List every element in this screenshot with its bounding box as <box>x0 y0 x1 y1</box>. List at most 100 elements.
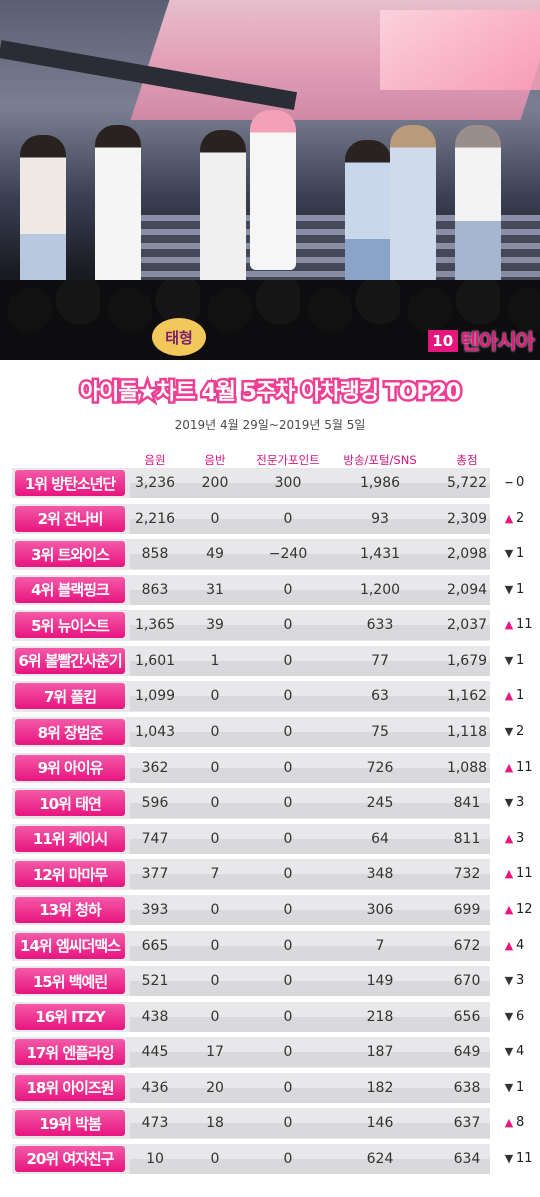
cell-total: 2,037 <box>446 617 488 634</box>
logo-mark: 10 <box>427 330 458 352</box>
cell-album: 0 <box>210 510 220 527</box>
cell-media: 306 <box>366 901 394 918</box>
rank-change: ▲ 3 <box>504 824 525 854</box>
arrow-down-icon: ▼ <box>504 547 514 561</box>
cell-expert: 0 <box>283 617 293 634</box>
performer <box>200 130 246 290</box>
cell-expert: 0 <box>283 688 293 705</box>
rank-change: ▲ 12 <box>504 895 533 925</box>
cell-album: 7 <box>210 866 220 883</box>
performer <box>95 125 141 285</box>
cell-album: 0 <box>210 830 220 847</box>
table-row: 19위 박봄 473 18 0 146 637 ▲ 8 <box>0 1108 540 1139</box>
rank-change: ▲ 11 <box>504 859 533 889</box>
cell-expert: 0 <box>283 1079 293 1096</box>
cell-media: 187 <box>366 1044 394 1061</box>
cell-total: 2,309 <box>446 510 488 527</box>
cell-media: 624 <box>366 1150 394 1167</box>
rank-change-value: 1 <box>516 546 525 562</box>
cell-media: 64 <box>371 830 389 847</box>
rank-change-value: 12 <box>516 901 533 917</box>
rank-change-value: 2 <box>516 724 525 740</box>
rank-change: ▼ 3 <box>504 966 525 996</box>
cell-expert: 0 <box>283 724 293 741</box>
cell-expert: 0 <box>283 830 293 847</box>
cell-media: 182 <box>366 1079 394 1096</box>
cell-album: 0 <box>210 724 220 741</box>
arrow-down-icon: ▼ <box>504 725 514 739</box>
cell-media: 146 <box>366 1115 394 1132</box>
cell-album: 0 <box>210 759 220 776</box>
cell-media: 633 <box>366 617 394 634</box>
rank-change-value: 4 <box>516 937 525 953</box>
rank-change-value: 1 <box>516 688 525 704</box>
cell-media: 93 <box>371 510 389 527</box>
cell-media: 218 <box>366 1008 394 1025</box>
rank-label: 11위 케이시 <box>15 825 125 852</box>
table-row: 10위 태연 596 0 0 245 841 ▼ 3 <box>0 788 540 819</box>
cell-total: 841 <box>453 795 481 812</box>
rank-label: 1위 방탄소년단 <box>15 470 125 496</box>
stage-screen <box>380 10 540 90</box>
cell-total: 1,118 <box>446 724 488 741</box>
rank-label: 17위 엔플라잉 <box>15 1039 125 1066</box>
cell-media: 348 <box>366 866 394 883</box>
arrow-up-icon: ▲ <box>504 867 514 881</box>
table-row: 20위 여자친구 10 0 0 624 634 ▼ 11 <box>0 1143 540 1175</box>
cell-total: 670 <box>453 973 481 990</box>
rank-label: 16위 ITZY <box>15 1003 125 1030</box>
logo-text: 텐아시아 <box>460 330 535 354</box>
rank-change: ▼ 6 <box>504 1002 525 1032</box>
cell-expert: 0 <box>283 866 293 883</box>
cell-album: 0 <box>210 937 220 954</box>
cell-expert: 0 <box>283 795 293 812</box>
ranking-table: 1위 방탄소년단 3,236 200 300 1,986 5,722−0 2위 잔나비 2,2… <box>0 468 540 1180</box>
cell-media: 1,986 <box>359 475 401 491</box>
column-header-media: 방송/포털/SNS <box>343 453 417 467</box>
cell-music: 665 <box>141 937 169 954</box>
arrow-down-icon: ▼ <box>504 974 514 988</box>
rank-change: ▲ 11 <box>504 753 533 783</box>
arrow-up-icon: ▲ <box>504 689 514 703</box>
arrow-up-icon: ▲ <box>504 760 514 774</box>
cell-total: 699 <box>453 901 481 918</box>
cell-music: 596 <box>141 795 169 812</box>
rank-label: 2위 잔나비 <box>15 505 125 532</box>
cell-total: 2,098 <box>446 546 488 563</box>
rank-label: 4위 블랙핑크 <box>15 576 125 603</box>
performer <box>250 110 296 270</box>
cell-expert: 0 <box>283 1150 293 1167</box>
rank-change: ▲ 2 <box>504 504 525 534</box>
rank-label: 19위 박봄 <box>15 1110 125 1137</box>
table-row: 12위 마마무 377 7 0 348 732 ▲ 11 <box>0 859 540 890</box>
rank-change-value: 11 <box>516 759 533 775</box>
performer <box>455 125 501 285</box>
cell-music: 362 <box>141 759 169 776</box>
rank-change-value: 8 <box>516 1115 525 1131</box>
performer <box>20 135 66 295</box>
arrow-up-icon: ▲ <box>504 938 514 952</box>
rank-change-value: 3 <box>516 973 525 989</box>
cell-music: 438 <box>141 1008 169 1025</box>
arrow-down-icon: ▼ <box>504 796 514 810</box>
cell-album: 0 <box>210 1008 220 1025</box>
table-row: 7위 폴킴 1,099 0 0 63 1,162 ▲ 1 <box>0 681 540 712</box>
table-row: 2위 잔나비 2,216 0 0 93 2,309 ▲ 2 <box>0 503 540 534</box>
rank-change: ▼ 1 <box>504 539 525 569</box>
tenasia-logo: 10 텐아시아 <box>427 326 535 356</box>
chart-title: 아이돌★차트 4월 5주차 아차랭킹 TOP20 <box>77 378 463 408</box>
table-row: 9위 아이유 362 0 0 726 1,088 ▲ 11 <box>0 752 540 784</box>
rank-change-value: 11 <box>516 1150 533 1166</box>
rank-change: ▼ 4 <box>504 1037 525 1067</box>
cell-music: 1,601 <box>134 652 176 669</box>
cell-album: 18 <box>206 1115 224 1132</box>
rank-label: 12위 마마무 <box>15 861 125 888</box>
cell-music: 1,099 <box>134 688 176 705</box>
rank-change: ▲ 4 <box>504 931 525 961</box>
arrow-down-icon: ▼ <box>504 582 514 596</box>
performer <box>345 140 391 300</box>
cell-total: 2,094 <box>446 581 488 598</box>
rank-label: 13위 청하 <box>15 896 125 923</box>
cell-album: 1 <box>210 652 220 669</box>
column-header-album: 음반 <box>204 453 226 467</box>
